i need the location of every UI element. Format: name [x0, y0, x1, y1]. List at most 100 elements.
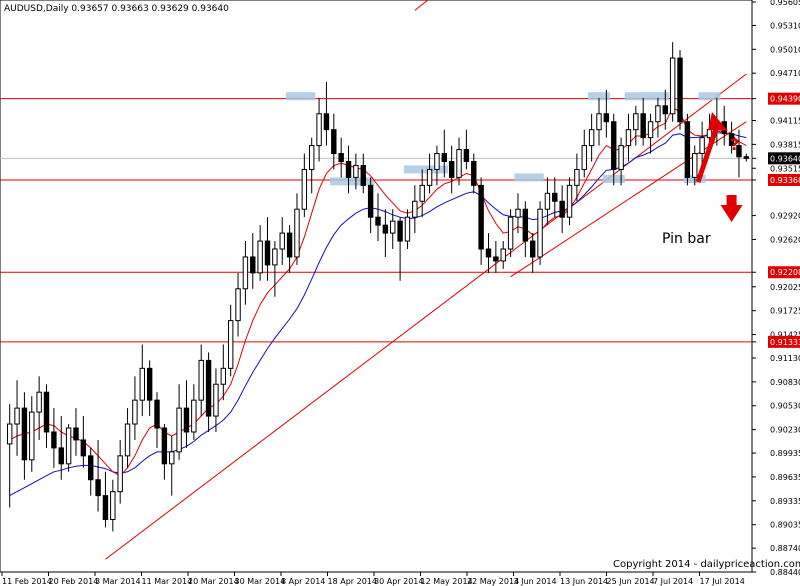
- candle: [478, 177, 484, 265]
- candle-body: [51, 431, 57, 449]
- candle-body: [404, 216, 411, 242]
- candle: [426, 153, 433, 194]
- candle: [382, 209, 389, 257]
- candle-body: [331, 129, 337, 155]
- candle-body: [308, 145, 315, 170]
- candle-body: [80, 439, 87, 457]
- candle: [213, 368, 219, 432]
- candle: [43, 384, 50, 448]
- candle-body: [375, 216, 381, 226]
- level-price-label: 0.94390: [770, 95, 800, 104]
- x-tick-label: 11 Feb 2014: [2, 577, 52, 586]
- candle-body: [205, 359, 212, 417]
- candle: [6, 404, 13, 508]
- candle: [692, 145, 698, 186]
- candle-body: [183, 407, 190, 433]
- candle-body: [353, 164, 359, 178]
- candle-body: [662, 105, 668, 115]
- candle-body: [323, 113, 330, 131]
- y-tick-label: 0.94115: [770, 117, 800, 126]
- candle: [434, 145, 440, 186]
- candle-body: [588, 129, 595, 147]
- candle: [301, 153, 308, 218]
- upward-arrow-head: [708, 112, 728, 131]
- candle: [183, 380, 190, 448]
- chart-title: AUDUSD,Daily 0.93657 0.93663 0.93629 0.9…: [4, 4, 229, 14]
- candle-body: [88, 455, 94, 481]
- candle-body: [426, 168, 433, 186]
- y-tick-label: 0.89635: [770, 473, 800, 482]
- candle: [603, 89, 610, 138]
- candle: [360, 153, 366, 194]
- candle-body: [736, 145, 742, 158]
- candle: [146, 360, 153, 417]
- channel-line: [105, 73, 747, 560]
- candle-body: [36, 391, 42, 413]
- candle: [353, 153, 359, 190]
- candle: [375, 193, 381, 242]
- y-tick-label: 0.92920: [770, 212, 800, 221]
- y-tick-label: 0.88740: [770, 544, 800, 553]
- y-tick-label: 0.93515: [770, 164, 800, 173]
- candle-body: [139, 367, 145, 401]
- candle-body: [574, 168, 580, 186]
- candle-body: [684, 121, 691, 178]
- y-tick-label: 0.88440: [770, 568, 800, 577]
- candle-body: [692, 153, 698, 178]
- candle-body: [132, 399, 138, 425]
- support-resistance-box: [624, 92, 669, 101]
- candle-body: [647, 121, 654, 139]
- question-mark: ?: [730, 135, 739, 154]
- candle-body: [603, 113, 610, 123]
- candle: [367, 177, 374, 234]
- candle-body: [412, 200, 418, 218]
- candle: [176, 384, 182, 460]
- level-price-tag: [768, 335, 800, 348]
- candle-body: [124, 423, 131, 457]
- candle-body: [220, 367, 227, 385]
- candle: [102, 471, 109, 528]
- candle: [728, 121, 735, 154]
- candle: [51, 408, 57, 468]
- candle: [633, 105, 639, 146]
- candle-body: [279, 232, 285, 250]
- candle-body: [95, 479, 101, 497]
- candle-body: [456, 149, 462, 178]
- candle-body: [485, 248, 492, 258]
- current-price-label: 0.93640: [770, 154, 800, 163]
- y-tick-label: 0.91130: [770, 354, 800, 363]
- candle: [684, 113, 691, 186]
- candle: [286, 225, 293, 273]
- candle-body: [596, 113, 602, 131]
- support-resistance-box: [285, 92, 316, 101]
- candle-body: [552, 192, 558, 202]
- candle-body: [640, 113, 646, 139]
- candle-body: [537, 208, 543, 258]
- candle-body: [198, 359, 204, 401]
- price-axis: 0.95605 0.95310 0.95010 0.94710 0.94115 0.938…: [752, 0, 800, 577]
- candle-body: [272, 248, 278, 266]
- candle-body: [146, 367, 153, 401]
- candle-body: [522, 208, 529, 242]
- candle: [124, 408, 131, 468]
- x-tick-label: 13 Jun 2014: [560, 577, 608, 586]
- candle: [80, 416, 87, 468]
- y-tick-label: 0.92025: [770, 283, 800, 292]
- candle: [544, 177, 551, 226]
- candle-body: [161, 427, 168, 465]
- candle: [308, 137, 315, 194]
- pin-bar-arrow: [720, 195, 743, 222]
- candle-body: [191, 399, 197, 433]
- candle: [588, 113, 595, 162]
- candle-body: [618, 145, 624, 170]
- candle: [95, 439, 101, 512]
- y-tick-label: 0.95010: [770, 45, 800, 54]
- candle-body: [471, 160, 477, 186]
- candle-body: [544, 192, 551, 210]
- candle: [279, 217, 285, 265]
- x-tick-label: 3 Mar 2014: [95, 577, 141, 586]
- candle: [257, 225, 263, 281]
- candle: [500, 241, 506, 269]
- candle-body: [478, 184, 484, 250]
- candle-body: [6, 423, 13, 445]
